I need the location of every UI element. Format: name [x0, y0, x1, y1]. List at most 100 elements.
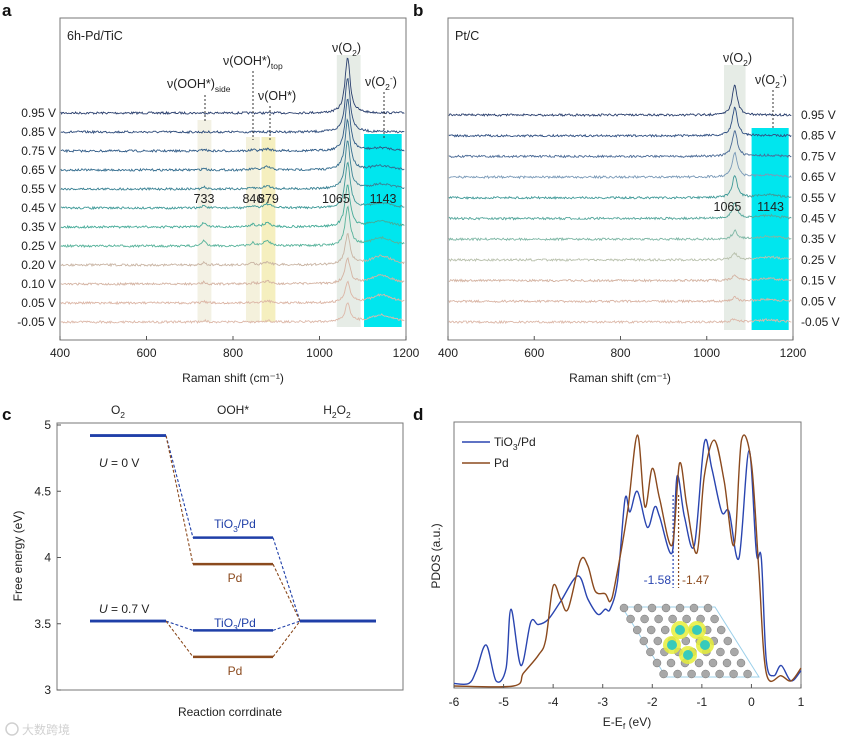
charge-density-cyan — [675, 625, 685, 635]
potential-label: 0.25 V — [21, 239, 56, 253]
spectrum-trace — [448, 106, 792, 138]
x-tick-label: 400 — [438, 346, 458, 360]
annotation-o2-superoxide: ν(O2-) — [365, 73, 397, 92]
x-tick-label: 1200 — [780, 346, 807, 360]
category-o2: O2 — [111, 403, 125, 420]
charge-density-cyan — [700, 640, 710, 650]
pdos-curve — [453, 434, 802, 688]
spectrum-trace — [448, 295, 792, 304]
atom — [701, 669, 710, 679]
y-tick-label: 4.5 — [34, 484, 51, 498]
atom — [661, 603, 671, 613]
x-tick-label: -1 — [697, 695, 708, 709]
annotation-ooh-side: ν(OOH*)side — [167, 77, 231, 94]
potential-label: 0.25 V — [801, 253, 836, 267]
highlight-band — [245, 137, 260, 322]
potential-label: -0.05 V — [17, 315, 56, 329]
atom — [639, 636, 649, 646]
spectrum-trace — [448, 130, 792, 159]
atom — [736, 658, 746, 668]
watermark-logo: 大数跨境 — [5, 722, 70, 737]
potential-label: 0.45 V — [21, 201, 56, 215]
potential-label: 0.95 V — [21, 106, 56, 120]
atom — [716, 625, 726, 635]
potential-label: 0.35 V — [801, 232, 836, 246]
atom — [666, 658, 676, 668]
condition-label-u0: U = 0 V — [99, 456, 139, 470]
atom — [632, 625, 642, 635]
panel-label-d: d — [413, 405, 423, 424]
atom — [694, 658, 704, 668]
atom — [723, 636, 733, 646]
atom — [660, 625, 670, 635]
peak-label: 1143 — [757, 200, 784, 214]
potential-label: 0.05 V — [801, 294, 836, 308]
atom — [675, 603, 685, 613]
panel-a-raman-6h-pd-tic: 0.95 V 0.85 V 0.75 V 0.65 V 0.55 V 0.45 V 0.35… — [17, 17, 420, 385]
spectrum-trace — [60, 280, 405, 306]
potential-label: 0.75 V — [21, 144, 56, 158]
connector-line — [165, 620, 194, 658]
condition-label-u07: U = 0.7 V — [99, 602, 149, 616]
x-axis-label: Raman shift (cm⁻¹) — [569, 371, 671, 385]
watermark-text: 大数跨境 — [22, 722, 70, 737]
spectrum-trace — [60, 98, 405, 154]
series-label-tio3-pd: TiO3/Pd — [214, 616, 256, 633]
atom — [710, 614, 719, 624]
annotation-oh: ν(OH*) — [258, 89, 296, 103]
atom — [654, 614, 663, 624]
potential-label: 0.55 V — [21, 182, 56, 196]
x-axis-label: Reaction corrdinate — [178, 705, 282, 719]
connector-line — [272, 620, 301, 658]
y-axis-label: Free energy (eV) — [11, 511, 25, 602]
spectrum-trace — [60, 205, 405, 249]
peak-label: 879 — [258, 192, 279, 206]
x-tick-label: 600 — [524, 346, 544, 360]
spectrum-trace — [60, 302, 405, 325]
atom — [729, 669, 738, 679]
spectrum-trace — [60, 232, 405, 268]
connector-line — [272, 563, 301, 622]
atom — [722, 658, 732, 668]
spectrum-trace — [448, 229, 792, 242]
annotation-ooh-top: ν(OOH*)top — [223, 54, 283, 71]
atom — [689, 603, 699, 613]
annotation-o2-superoxide: ν(O2-) — [755, 71, 787, 90]
peak-label: 1065 — [714, 200, 742, 214]
highlight-band — [751, 128, 789, 330]
atom — [647, 603, 657, 613]
atom — [653, 636, 663, 646]
sample-title: 6h-Pd/TiC — [67, 29, 123, 43]
spectrum-trace — [448, 175, 792, 200]
peak-label: 846 — [242, 192, 263, 206]
plot-frame — [453, 421, 802, 689]
panel-label-c: c — [2, 405, 11, 424]
y-tick-label: 5 — [44, 418, 51, 432]
potential-label: -0.05 V — [801, 315, 840, 329]
x-tick-label: 800 — [223, 346, 243, 360]
connector-line — [165, 435, 194, 565]
spectrum-trace — [60, 57, 405, 116]
atom — [668, 614, 677, 624]
atom — [640, 614, 649, 624]
y-tick-label: 3.5 — [34, 617, 51, 631]
y-tick-label: 3 — [44, 683, 51, 697]
atom — [633, 603, 643, 613]
series-label-pd: Pd — [228, 664, 243, 678]
atom — [743, 669, 752, 679]
spectrum-trace — [60, 118, 405, 173]
x-tick-label: 1000 — [306, 346, 333, 360]
spectrum-trace — [448, 151, 792, 180]
atom — [708, 658, 718, 668]
spectrum-trace — [448, 274, 792, 283]
annotation-o2: ν(O2) — [723, 51, 752, 68]
panel-b-raman-pt-c: 0.95 V 0.85 V 0.75 V 0.65 V 0.55 V 0.45 V 0.35… — [438, 17, 840, 385]
atom — [730, 647, 739, 657]
atom — [646, 625, 656, 635]
d-band-center-pd: -1.47 — [682, 573, 710, 587]
x-axis-label: E-Ef (eV) — [603, 715, 651, 731]
legend: TiO3/Pd Pd — [462, 435, 536, 470]
spectrum-trace — [60, 184, 405, 229]
plot-frame — [56, 422, 404, 691]
y-tick-label: 4 — [44, 551, 51, 565]
